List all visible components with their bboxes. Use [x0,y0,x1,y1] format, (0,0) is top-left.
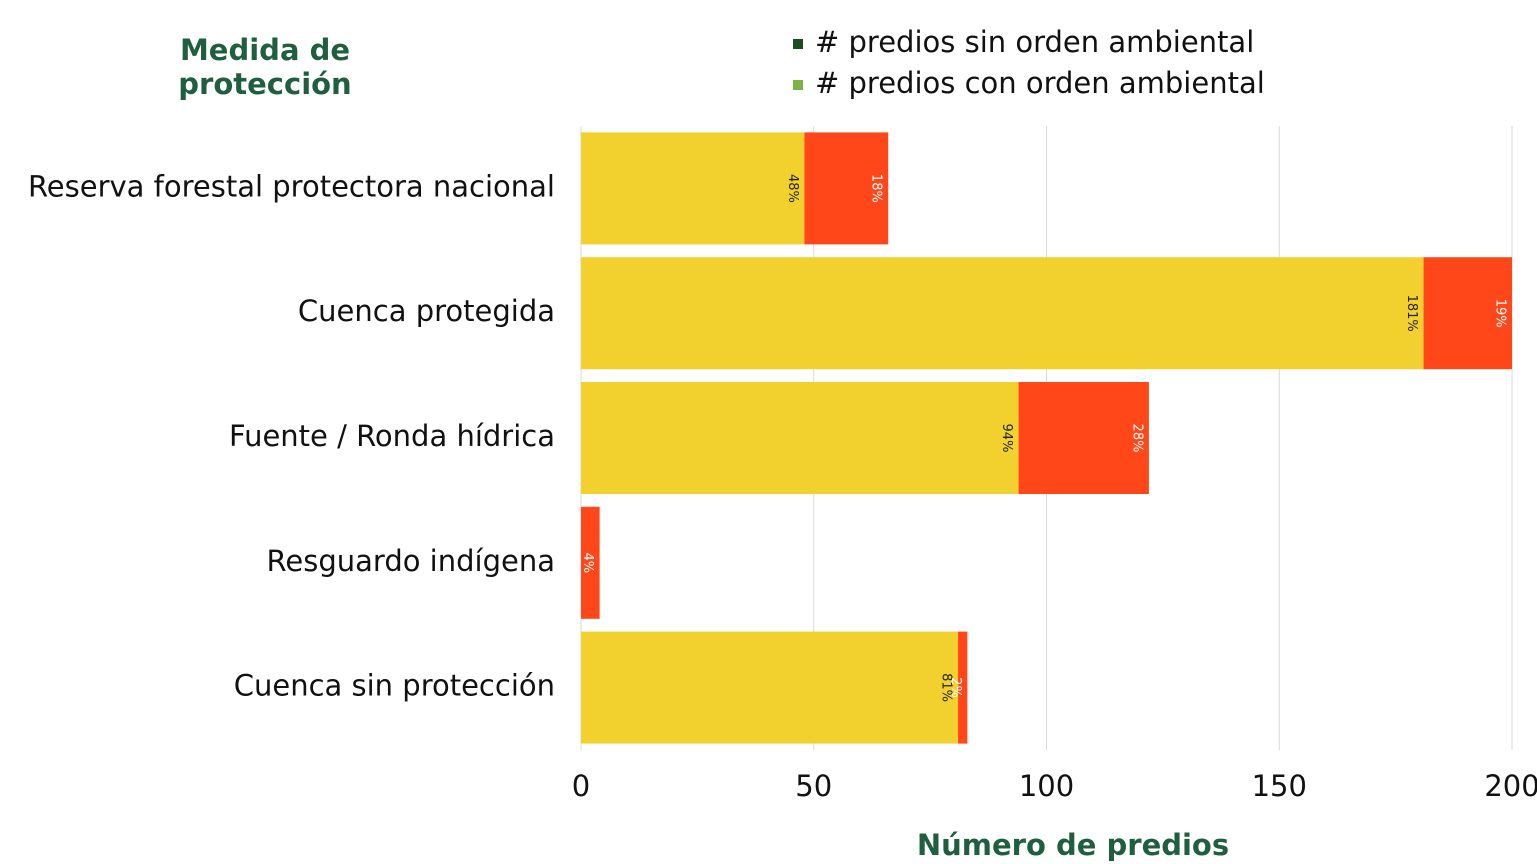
value-label: 94% [999,424,1014,453]
bar-segment [581,506,600,619]
value-label: 28% [1129,424,1144,453]
y-tick-label: Fuente / Ronda hídrica [229,419,555,453]
bar-segment [1423,257,1512,370]
x-tick-label: 150 [1252,769,1307,803]
y-tick-label: Resguardo indígena [267,544,555,578]
bar-segment [1018,382,1149,494]
value-label: 18% [869,174,884,203]
x-tick-label: 200 [1484,769,1537,803]
y-tick-label: Cuenca sin protección [234,669,555,703]
y-axis-title: Medida de protección [178,33,351,101]
bar-segment [581,257,1424,370]
bar-segment [581,382,1019,494]
y-tick-label: Reserva forestal protectora nacional [28,169,555,203]
bar-segment [958,631,968,744]
bar-segment [581,631,959,744]
value-label: 4% [580,552,595,573]
x-tick-label: 0 [572,769,590,803]
legend-swatch [793,80,803,90]
value-label: 81% [939,673,954,702]
legend-swatch [793,39,803,49]
bar-segment [804,132,889,245]
legend-label: # predios sin orden ambiental [815,25,1254,59]
value-label: 19% [1493,299,1508,328]
value-label: 48% [785,174,800,203]
legend-label: # predios con orden ambiental [815,66,1265,100]
bar-segment [581,132,805,245]
value-label: 181% [1404,295,1419,332]
value-label: 2% [948,677,963,698]
y-tick-label: Cuenca protegida [298,294,555,328]
x-tick-label: 100 [1019,769,1074,803]
x-axis-title: Número de predios [917,828,1229,862]
x-tick-label: 50 [795,769,832,803]
